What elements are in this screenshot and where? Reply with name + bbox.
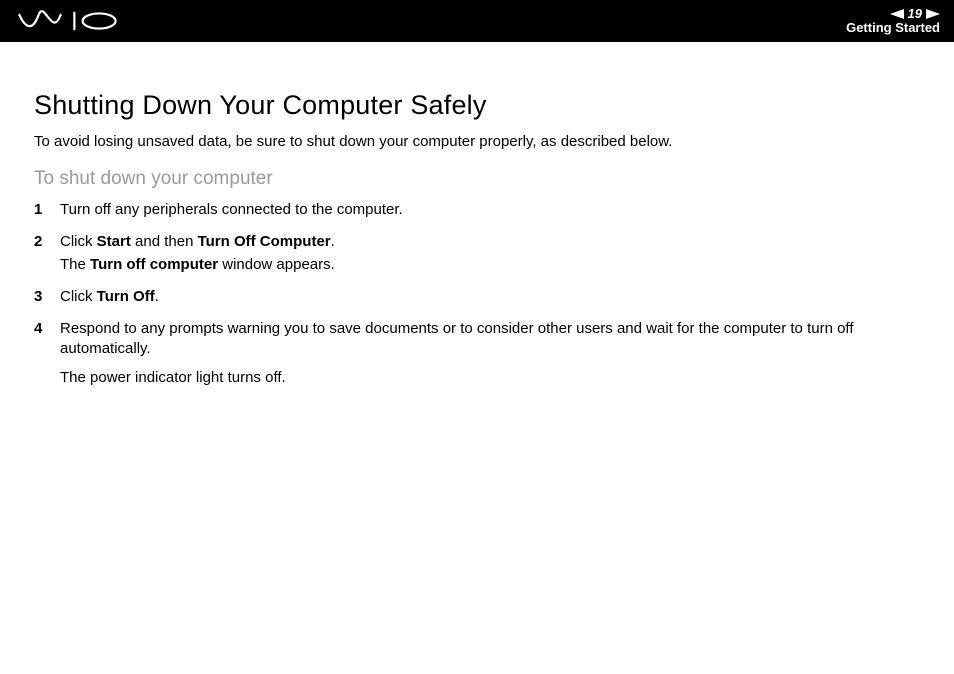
prev-page-icon[interactable]: [890, 9, 904, 19]
bold-text: Turn Off: [97, 288, 155, 305]
bold-text: Start: [97, 233, 131, 250]
step-line: Click Turn Off.: [60, 287, 930, 307]
page-header: 19 Getting Started: [0, 0, 954, 42]
step-line: Respond to any prompts warning you to sa…: [60, 319, 930, 360]
page-title: Shutting Down Your Computer Safely: [34, 90, 930, 121]
step-line: Click Start and then Turn Off Computer.: [60, 232, 930, 252]
step-line: The Turn off computer window appears.: [60, 255, 930, 275]
step-body: Respond to any prompts warning you to sa…: [60, 319, 930, 390]
vaio-logo: [18, 10, 128, 32]
step-number: 1: [34, 200, 60, 220]
step-item: 1Turn off any peripherals connected to t…: [34, 200, 930, 222]
step-item: 2Click Start and then Turn Off Computer.…: [34, 232, 930, 277]
bold-text: Turn off computer: [90, 256, 218, 273]
step-body: Turn off any peripherals connected to th…: [60, 200, 930, 222]
bold-text: Turn Off Computer: [198, 233, 331, 250]
page-content: Shutting Down Your Computer Safely To av…: [0, 42, 954, 390]
step-body: Click Turn Off.: [60, 287, 930, 309]
step-number: 4: [34, 319, 60, 339]
page-number: 19: [908, 7, 922, 21]
page-nav: 19: [846, 7, 940, 21]
step-number: 3: [34, 287, 60, 307]
step-item: 3Click Turn Off.: [34, 287, 930, 309]
step-item: 4Respond to any prompts warning you to s…: [34, 319, 930, 390]
steps-list: 1Turn off any peripherals connected to t…: [34, 200, 930, 390]
header-right: 19 Getting Started: [846, 7, 940, 36]
step-line: The power indicator light turns off.: [60, 368, 930, 388]
step-body: Click Start and then Turn Off Computer.T…: [60, 232, 930, 277]
step-number: 2: [34, 232, 60, 252]
step-line: Turn off any peripherals connected to th…: [60, 200, 930, 220]
subheading: To shut down your computer: [34, 168, 930, 190]
intro-text: To avoid losing unsaved data, be sure to…: [34, 133, 930, 150]
next-page-icon[interactable]: [926, 9, 940, 19]
section-label: Getting Started: [846, 21, 940, 35]
